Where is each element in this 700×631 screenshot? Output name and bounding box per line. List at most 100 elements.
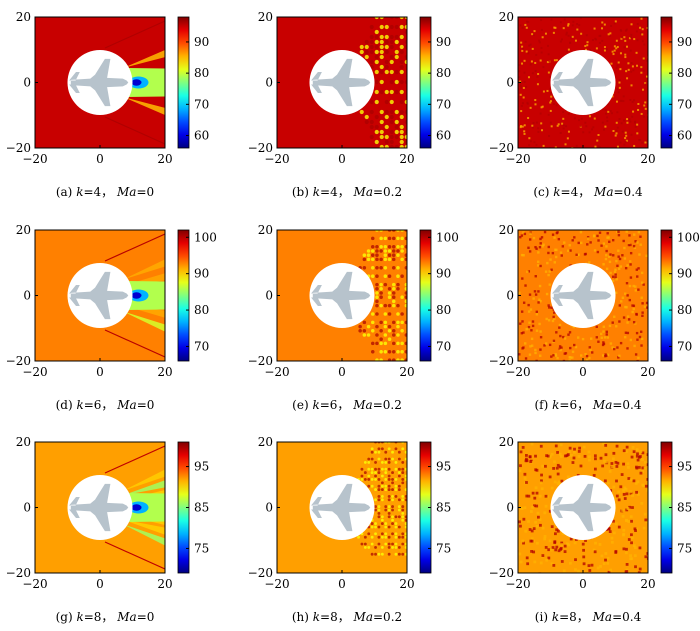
aircraft-icon <box>552 58 612 107</box>
y-tick-label: 0 <box>265 289 273 303</box>
colorbar-tick-label: 90 <box>436 267 451 281</box>
colorbar-tick-label: 95 <box>436 460 451 474</box>
x-tick-label: −20 <box>264 152 289 166</box>
y-tick-label: 0 <box>506 289 514 303</box>
panel-c: −20 0 20 20 0 −20 60 70 80 90 (c) k=4， Ma=0.4 <box>489 10 693 199</box>
x-tick-label: 0 <box>96 365 104 379</box>
y-tick-label: 20 <box>16 10 31 24</box>
x-tick-label: −20 <box>505 152 530 166</box>
panel-caption: (e) k=6， Ma=0.2 <box>292 398 402 412</box>
colorbar-tick-label: 80 <box>677 66 692 80</box>
colorbar-tick-label: 100 <box>194 230 217 244</box>
colorbar-tick-label: 85 <box>194 501 209 515</box>
colorbar-tick-label: 75 <box>677 541 692 555</box>
panel-a: −20 0 20 20 0 −20 60 70 80 90 (a) k=4， Ma=0 <box>6 10 210 199</box>
y-tick-label: −20 <box>489 354 514 368</box>
y-tick-label: 20 <box>499 435 514 449</box>
colorbar-tick-label: 70 <box>436 339 451 353</box>
colorbar-tick-label: 70 <box>194 97 209 111</box>
panel-h: −20 0 20 20 0 −20 75 85 95 (h) k=8， Ma=0.2 <box>248 435 452 624</box>
colorbar-tick-label: 75 <box>194 541 209 555</box>
x-tick-label: 20 <box>399 152 414 166</box>
y-tick-label: 20 <box>16 223 31 237</box>
colorbar-tick-label: 90 <box>677 267 692 281</box>
colorbar-tick-label: 100 <box>677 230 700 244</box>
colorbar-tick-label: 60 <box>677 129 692 143</box>
colorbar-tick-label: 80 <box>436 66 451 80</box>
x-tick-label: 0 <box>338 152 346 166</box>
x-tick-label: 20 <box>399 577 414 591</box>
y-tick-label: 0 <box>506 501 514 515</box>
colorbar-tick-label: 90 <box>194 267 209 281</box>
x-tick-label: 20 <box>157 365 172 379</box>
y-tick-label: −20 <box>248 566 273 580</box>
colorbar-tick-label: 60 <box>436 129 451 143</box>
x-tick-label: −20 <box>264 577 289 591</box>
colorbar-tick-label: 90 <box>436 35 451 49</box>
y-tick-label: 0 <box>506 76 514 90</box>
y-tick-label: −20 <box>489 141 514 155</box>
y-tick-label: 0 <box>265 501 273 515</box>
x-tick-label: 20 <box>399 365 414 379</box>
colorbar-tick-label: 80 <box>194 303 209 317</box>
panel-caption: (h) k=8， Ma=0.2 <box>292 610 402 624</box>
colorbar <box>419 16 432 149</box>
y-tick-label: −20 <box>248 141 273 155</box>
aircraft-icon <box>69 271 129 320</box>
colorbar-tick-label: 80 <box>194 66 209 80</box>
y-tick-label: 20 <box>16 435 31 449</box>
panel-caption: (a) k=4， Ma=0 <box>56 185 154 199</box>
y-tick-label: 20 <box>499 10 514 24</box>
x-tick-label: −20 <box>505 577 530 591</box>
x-tick-label: 20 <box>640 152 655 166</box>
y-tick-label: 20 <box>258 10 273 24</box>
colorbar-tick-label: 95 <box>194 460 209 474</box>
field-map <box>35 442 165 573</box>
y-tick-label: 0 <box>23 501 31 515</box>
colorbar-tick-label: 100 <box>436 230 459 244</box>
x-tick-label: −20 <box>22 152 47 166</box>
aircraft-icon <box>552 483 612 532</box>
colorbar <box>419 229 432 362</box>
y-tick-label: −20 <box>6 354 31 368</box>
colorbar-tick-label: 80 <box>677 303 692 317</box>
panel-b: −20 0 20 20 0 −20 60 70 80 90 (b) k=4， Ma=0.2 <box>248 10 452 199</box>
y-tick-label: −20 <box>6 566 31 580</box>
panel-caption: (d) k=6， Ma=0 <box>56 398 155 412</box>
x-tick-label: 0 <box>338 577 346 591</box>
x-tick-label: 0 <box>96 577 104 591</box>
y-tick-label: 20 <box>258 435 273 449</box>
panel-caption: (b) k=4， Ma=0.2 <box>292 185 402 199</box>
colorbar-tick-label: 70 <box>677 339 692 353</box>
aircraft-icon <box>552 271 612 320</box>
x-tick-label: −20 <box>22 365 47 379</box>
aircraft-icon <box>311 271 371 320</box>
x-tick-label: 0 <box>338 365 346 379</box>
panel-d: −20 0 20 20 0 −20 70 80 90 100 (d) k=6， Ma=0 <box>6 223 217 412</box>
y-tick-label: 20 <box>258 223 273 237</box>
x-tick-label: 0 <box>579 365 587 379</box>
colorbar-tick-label: 70 <box>194 339 209 353</box>
x-tick-label: 0 <box>96 152 104 166</box>
colorbar-tick-label: 95 <box>677 460 692 474</box>
panel-i: −20 0 20 20 0 −20 75 85 95 (i) k=8， Ma=0.4 <box>489 435 693 624</box>
colorbar-tick-label: 60 <box>194 129 209 143</box>
x-tick-label: 0 <box>579 152 587 166</box>
colorbar-tick-label: 85 <box>677 501 692 515</box>
aircraft-icon <box>69 58 129 107</box>
panel-caption: (i) k=8， Ma=0.4 <box>535 610 642 624</box>
colorbar <box>660 16 673 149</box>
panel-caption: (g) k=8， Ma=0 <box>56 610 155 624</box>
colorbar-tick-label: 70 <box>436 97 451 111</box>
y-tick-label: 20 <box>499 223 514 237</box>
colorbar <box>177 16 190 149</box>
panel-g: −20 0 20 20 0 −20 75 85 95 (g) k=8， Ma=0 <box>6 435 210 624</box>
y-tick-label: 0 <box>23 289 31 303</box>
panel-f: −20 0 20 20 0 −20 70 80 90 100 (f) k=6， Ma=0.4 <box>489 223 700 412</box>
x-tick-label: 20 <box>157 152 172 166</box>
y-tick-label: −20 <box>248 354 273 368</box>
colorbar-tick-label: 90 <box>677 35 692 49</box>
panel-caption: (f) k=6， Ma=0.4 <box>534 398 641 412</box>
x-tick-label: −20 <box>505 365 530 379</box>
